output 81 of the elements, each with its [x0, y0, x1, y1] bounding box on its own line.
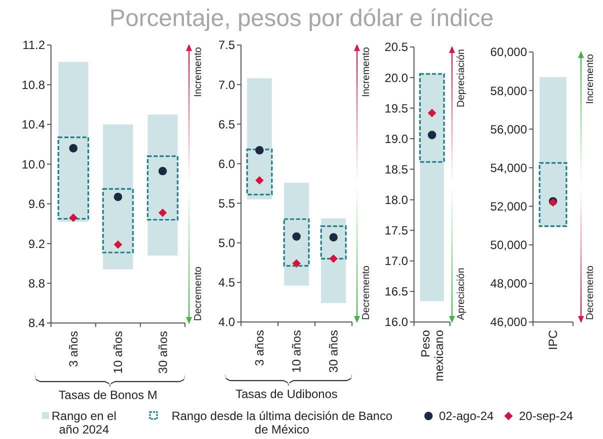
y-tick-label: 4.0	[218, 315, 236, 330]
point	[158, 166, 167, 176]
x-axis-title: Tasas de Udibonos	[235, 387, 338, 401]
x-tick-label: 30 años	[156, 331, 170, 374]
y-tick-label: 10.8	[22, 78, 46, 92]
y-tick-label: 10.4	[22, 118, 46, 132]
y-tick-label: 52,000	[490, 199, 528, 214]
text: Incremento	[193, 46, 204, 98]
y-tick-label: 48,000	[490, 276, 528, 291]
point	[69, 214, 78, 222]
point	[292, 259, 301, 268]
point	[255, 146, 264, 154]
y-tick-label: 9.2	[28, 236, 46, 251]
text: Porcentaje, pesos por dólar e índice	[109, 5, 494, 32]
y-tick-label: 18.0	[384, 192, 408, 207]
y-tick-label: 10.0	[22, 157, 46, 172]
y-tick-label: 17.5	[384, 224, 408, 238]
point	[158, 208, 167, 217]
y-tick-label: 46,000	[490, 315, 528, 330]
x-tick-label: 3 años	[66, 331, 81, 368]
x-tick-label: 30 años	[326, 330, 341, 373]
annotation: Depreciación	[456, 49, 467, 108]
y-tick-label: 20.0	[384, 70, 408, 85]
point	[255, 176, 264, 185]
y-tick-label: 19.5	[384, 101, 408, 116]
bar	[103, 124, 133, 270]
point	[329, 254, 338, 263]
y-tick-label: 58,000	[490, 84, 528, 98]
annotation: Apreciación	[456, 268, 467, 320]
legend-label: Rango desde la última decisión de Banco de México	[172, 409, 393, 436]
legend-label: Rango en el año 2024	[52, 409, 116, 436]
y-tick-label: 5.0	[218, 236, 236, 250]
y-tick-label: 5.5	[218, 196, 236, 210]
bar	[246, 148, 273, 196]
x-tick-label: Peso mexicano	[418, 330, 446, 382]
legend-label: 20-sep-24	[519, 409, 574, 424]
y-tick-label: 54,000	[490, 160, 528, 175]
bar	[146, 155, 178, 221]
y-tick-label: 9.6	[28, 197, 46, 212]
y-tick-label: 7.0	[218, 78, 236, 92]
bar	[284, 182, 309, 286]
point	[114, 240, 122, 249]
bar	[283, 218, 310, 267]
bar	[247, 78, 272, 200]
bar	[58, 136, 90, 220]
point	[329, 233, 338, 242]
y-tick-label: 50,000	[490, 238, 528, 252]
x-tick-label: 10 años	[290, 330, 304, 373]
bar	[102, 188, 134, 254]
x-tick-label: IPC	[546, 330, 560, 350]
y-tick-label: 17.0	[384, 254, 408, 268]
text: Decremento	[193, 266, 204, 321]
point	[114, 192, 122, 202]
bar	[320, 225, 347, 260]
y-tick-label: 19.0	[384, 132, 408, 146]
text: Incremento	[361, 46, 372, 98]
y-tick-label: 60,000	[490, 45, 528, 60]
y-tick-label: 18.5	[384, 162, 408, 176]
y-tick-label: 6.5	[218, 117, 236, 132]
annotation: Decremento	[585, 265, 596, 320]
y-tick-label: 8.4	[28, 316, 46, 330]
bar	[148, 114, 178, 256]
y-tick-label: 56,000	[490, 122, 528, 136]
x-tick-label: 3 años	[252, 330, 267, 366]
text: Decremento	[361, 265, 372, 320]
y-tick-label: 7.5	[218, 38, 236, 52]
y-tick-label: 6.0	[218, 156, 236, 171]
y-tick-label: 20.5	[384, 40, 408, 54]
y-tick-label: 4.5	[218, 276, 236, 290]
x-tick-label: 10 años	[111, 331, 126, 374]
point	[292, 232, 301, 241]
y-tick-label: 16.5	[384, 284, 408, 299]
point	[69, 144, 78, 152]
bar	[321, 218, 346, 304]
bar	[58, 62, 88, 222]
y-tick-label: 11.2	[22, 38, 46, 52]
y-tick-label: 8.8	[28, 276, 46, 290]
x-axis-title: Tasas de Bonos M	[58, 388, 158, 402]
legend-label: 02-ago-24	[439, 409, 494, 424]
annotation: Incremento	[585, 54, 596, 104]
y-tick-label: 16.0	[384, 315, 408, 330]
